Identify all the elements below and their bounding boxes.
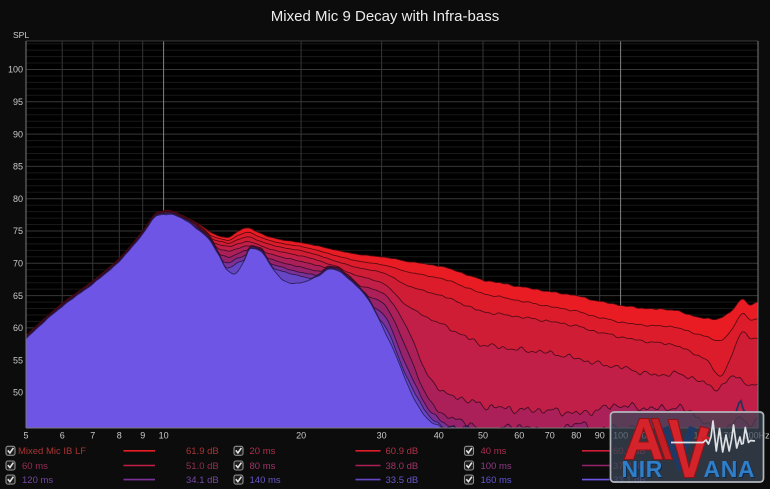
svg-text:100: 100 bbox=[8, 65, 23, 75]
svg-text:20 ms: 20 ms bbox=[250, 446, 276, 457]
svg-text:65: 65 bbox=[13, 291, 23, 301]
svg-text:51.0 dB: 51.0 dB bbox=[186, 461, 219, 472]
svg-text:ANA: ANA bbox=[704, 456, 756, 482]
svg-text:85: 85 bbox=[13, 162, 23, 172]
svg-text:20: 20 bbox=[296, 431, 306, 441]
svg-text:160 ms: 160 ms bbox=[481, 475, 512, 486]
svg-text:95: 95 bbox=[13, 97, 23, 107]
svg-text:34.1 dB: 34.1 dB bbox=[186, 475, 219, 486]
svg-text:70: 70 bbox=[13, 259, 23, 269]
svg-text:50: 50 bbox=[478, 431, 488, 441]
svg-text:75: 75 bbox=[13, 226, 23, 236]
svg-text:55: 55 bbox=[13, 355, 23, 365]
svg-text:33.5 dB: 33.5 dB bbox=[386, 475, 419, 486]
svg-text:61.9 dB: 61.9 dB bbox=[186, 446, 219, 457]
svg-text:90: 90 bbox=[595, 431, 605, 441]
svg-text:9: 9 bbox=[140, 431, 145, 441]
svg-text:40: 40 bbox=[434, 431, 444, 441]
svg-text:90: 90 bbox=[13, 129, 23, 139]
svg-text:80: 80 bbox=[571, 431, 581, 441]
svg-text:50: 50 bbox=[13, 388, 23, 398]
svg-text:38.0 dB: 38.0 dB bbox=[386, 461, 419, 472]
svg-text:60.9 dB: 60.9 dB bbox=[386, 446, 419, 457]
svg-text:6: 6 bbox=[60, 431, 65, 441]
svg-text:70: 70 bbox=[545, 431, 555, 441]
svg-text:Mixed Mic IB LF: Mixed Mic IB LF bbox=[18, 446, 86, 457]
svg-text:60 ms: 60 ms bbox=[22, 461, 48, 472]
svg-text:30: 30 bbox=[377, 431, 387, 441]
svg-text:120 ms: 120 ms bbox=[22, 475, 53, 486]
svg-text:Mixed Mic 9 Decay with Infra-b: Mixed Mic 9 Decay with Infra-bass bbox=[271, 8, 499, 25]
svg-text:100 ms: 100 ms bbox=[481, 461, 512, 472]
svg-text:80: 80 bbox=[13, 194, 23, 204]
svg-text:60: 60 bbox=[13, 323, 23, 333]
svg-text:8: 8 bbox=[117, 431, 122, 441]
svg-text:ANA: ANA bbox=[705, 457, 757, 483]
svg-text:10: 10 bbox=[159, 431, 169, 441]
svg-text:140 ms: 140 ms bbox=[250, 475, 281, 486]
svg-text:40 ms: 40 ms bbox=[481, 446, 507, 457]
svg-text:7: 7 bbox=[90, 431, 95, 441]
svg-text:5: 5 bbox=[23, 431, 28, 441]
svg-text:NIR: NIR bbox=[623, 457, 664, 483]
svg-text:80 ms: 80 ms bbox=[250, 461, 276, 472]
svg-text:SPL: SPL bbox=[13, 30, 29, 40]
svg-text:60: 60 bbox=[514, 431, 524, 441]
svg-text:NIR: NIR bbox=[622, 456, 663, 482]
